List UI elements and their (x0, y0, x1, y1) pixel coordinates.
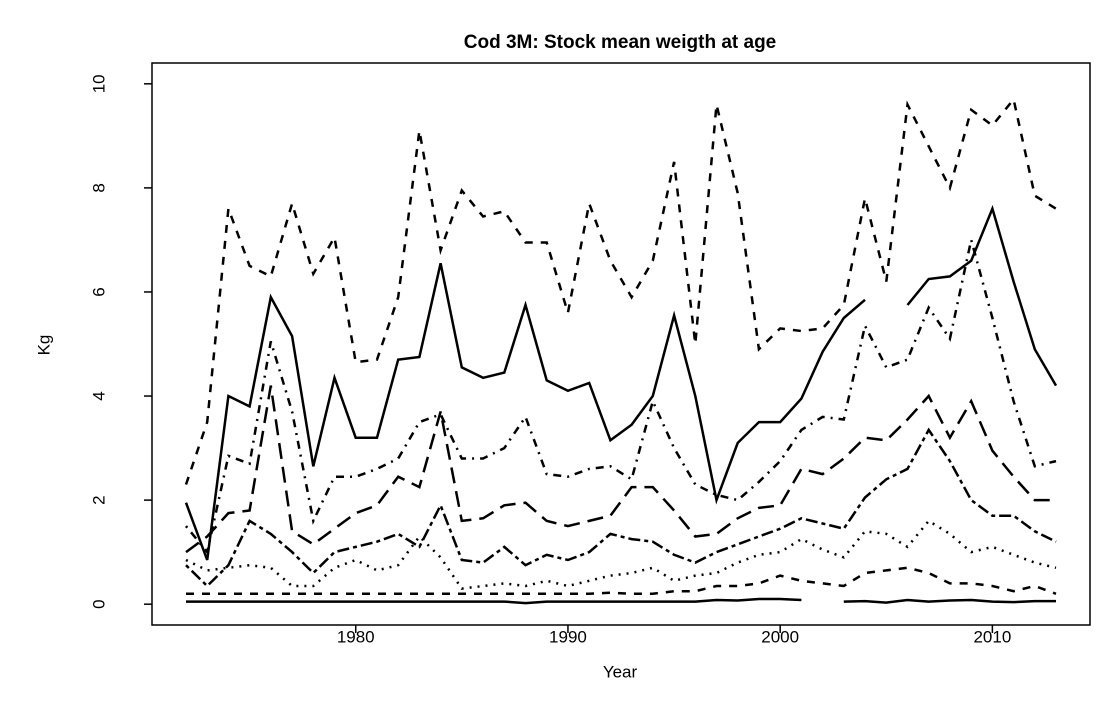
plot-box (151, 62, 1091, 626)
y-tick-label: 0 (89, 599, 108, 608)
series-line (185, 385, 1056, 554)
series-line (186, 566, 1057, 596)
x-tick-label: 1990 (549, 627, 587, 646)
chart-title: Cod 3M: Stock mean weigth at age (464, 32, 777, 53)
series-line (185, 427, 1057, 588)
y-tick-label: 4 (89, 391, 108, 400)
series-line (186, 597, 1056, 605)
x-axis-label: Year (603, 662, 638, 681)
y-tick-label: 10 (89, 74, 108, 93)
series-line (184, 204, 1058, 561)
x-tick-label: 2000 (761, 627, 799, 646)
series-line (185, 239, 1057, 555)
y-axis-label: Kg (34, 335, 53, 356)
y-tick-label: 6 (89, 287, 108, 296)
x-tick-label: 1980 (337, 627, 375, 646)
series-line (185, 519, 1057, 590)
y-tick-label: 8 (89, 183, 108, 192)
x-tick-label: 2010 (973, 627, 1011, 646)
series-line (184, 96, 1057, 485)
y-tick-label: 2 (89, 495, 108, 504)
